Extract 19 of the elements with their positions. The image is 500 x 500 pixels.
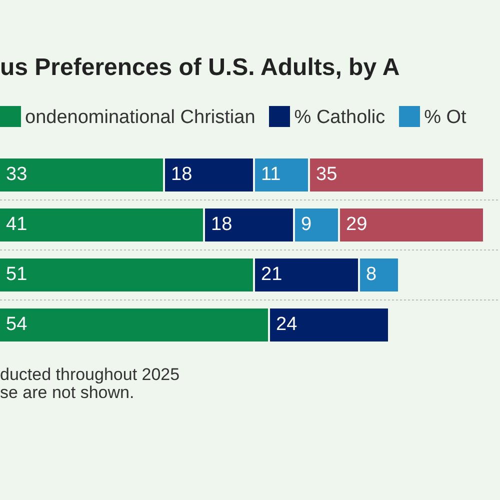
data-label: 18 [171, 164, 192, 186]
data-label: 21 [261, 264, 282, 286]
data-label: 8 [366, 264, 377, 286]
data-label: 51 [6, 264, 28, 286]
data-label: 35 [316, 164, 338, 186]
text: ducted throughout 2025 [0, 365, 180, 384]
data-label: 29 [346, 214, 368, 236]
chart-title: us Preferences of U.S. Adults, by A [0, 54, 400, 82]
data-label: 9 [301, 214, 312, 236]
data-label: 24 [276, 314, 298, 336]
legend-label: % Ot [423, 106, 466, 129]
data-label: 41 [6, 214, 28, 236]
legend-label: ondenominational Christian [24, 106, 256, 129]
data-label: 33 [6, 164, 28, 186]
text: se are not shown. [0, 383, 134, 402]
data-label: 54 [6, 314, 28, 336]
data-label: 11 [261, 164, 281, 186]
data-label: 18 [211, 214, 232, 236]
legend-label: % Catholic [293, 106, 386, 129]
